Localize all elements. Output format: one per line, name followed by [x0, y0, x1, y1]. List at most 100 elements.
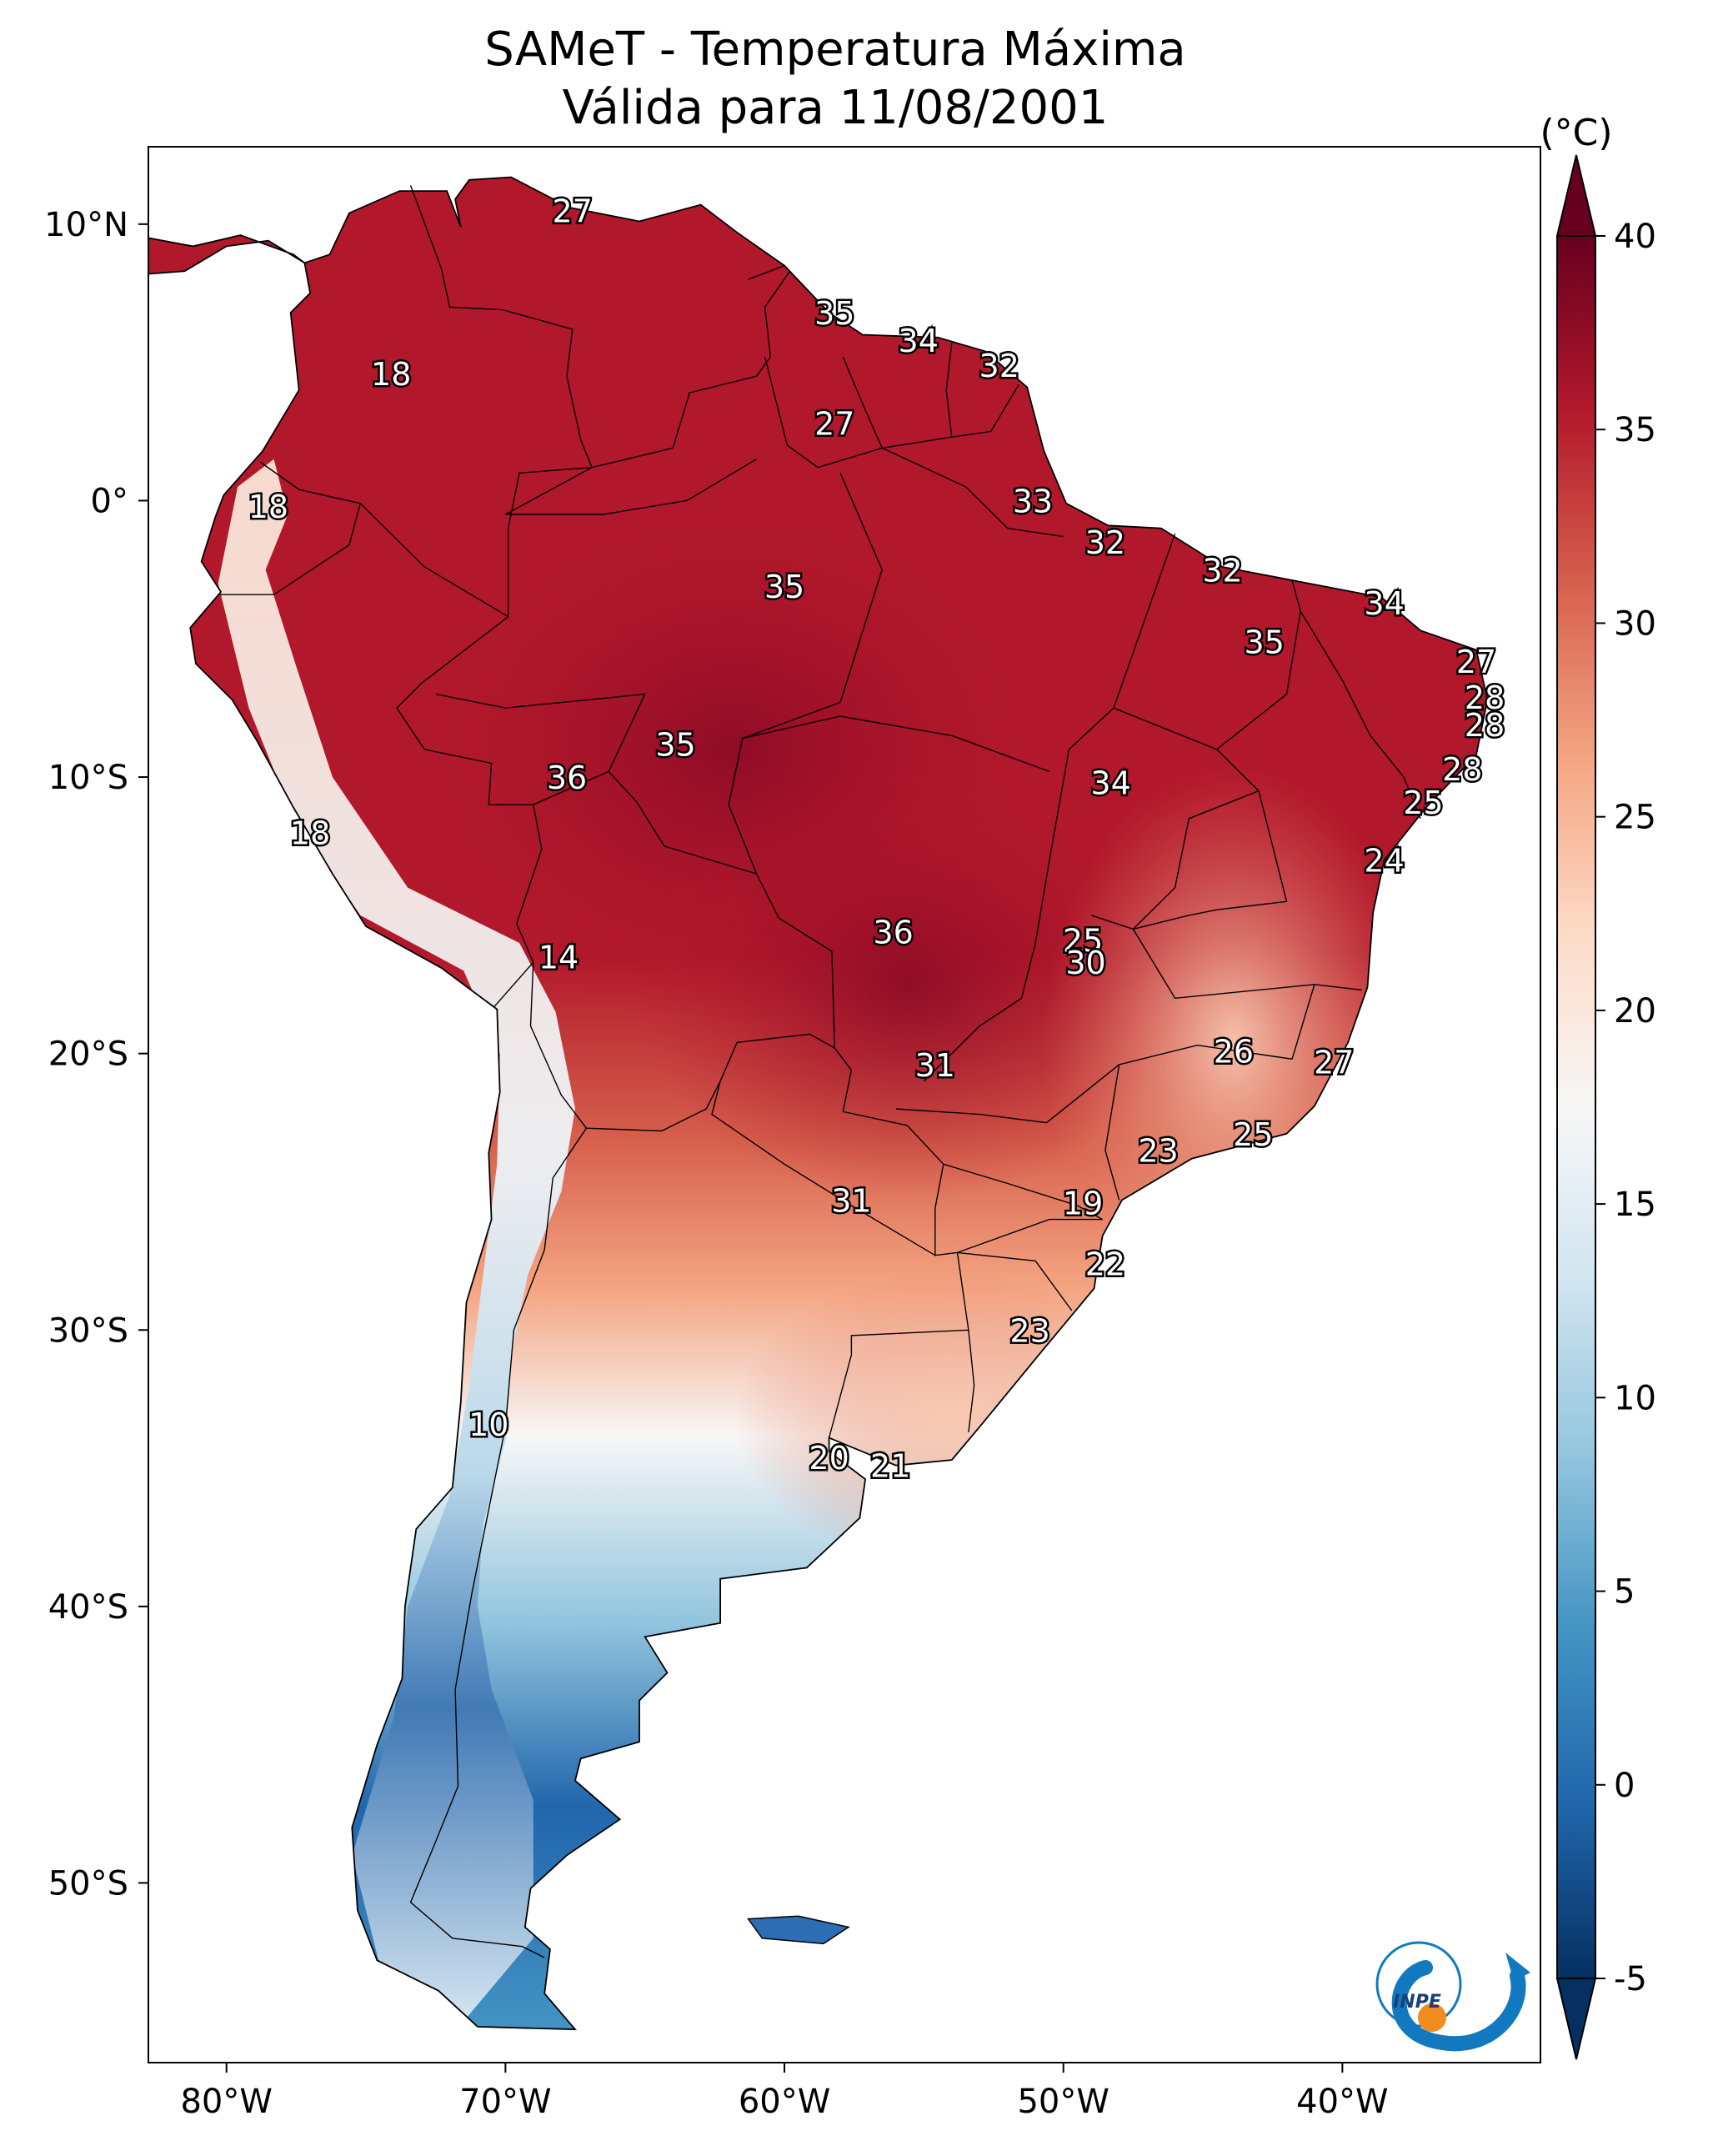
colorbar-tick-label: -5	[1614, 1960, 1647, 1998]
x-tick-label: 50°W	[1017, 2083, 1109, 2121]
border-line	[957, 1251, 1073, 1311]
colorbar-gradient	[1556, 235, 1596, 1979]
city-temperature-label: 30	[1065, 945, 1105, 981]
colorbar-tick-label: 30	[1614, 604, 1656, 643]
logo-text: INPE	[1393, 1992, 1441, 2013]
border-line	[409, 185, 593, 468]
border-line	[728, 715, 1050, 875]
x-tick-label: 60°W	[739, 2083, 830, 2121]
border-line	[711, 1070, 944, 1256]
city-temperature-label: 36	[547, 760, 587, 796]
x-tick-label: 80°W	[180, 2083, 272, 2121]
border-line	[1216, 580, 1301, 750]
colorbar-extend-min	[1555, 1978, 1597, 2060]
border-line	[218, 503, 361, 595]
city-temperature-label: 27	[1456, 644, 1496, 680]
city-temperature-label: 19	[1063, 1186, 1103, 1222]
city-temperature-label: 25	[1233, 1116, 1273, 1153]
y-tick-label: 10°S	[48, 759, 128, 797]
city-temperature-label: 20	[809, 1440, 849, 1477]
colorbar-tick-label: 20	[1614, 992, 1656, 1030]
border-line	[742, 473, 883, 740]
coastline	[148, 176, 1489, 2031]
city-temperature-label: 31	[831, 1182, 871, 1219]
border-line	[409, 1127, 587, 1958]
city-temperature-label: 35	[764, 569, 804, 605]
logo-ring-icon	[1375, 1941, 1462, 2028]
country-borders	[218, 185, 1421, 1958]
colorbar-tick-label: 5	[1614, 1573, 1635, 1612]
border-line	[435, 693, 646, 772]
x-tick-label: 40°W	[1296, 2083, 1388, 2121]
border-line	[943, 1163, 1103, 1254]
city-temperature-label: 32	[1085, 524, 1125, 561]
city-temperature-label: 23	[1138, 1133, 1178, 1170]
y-tick-label: 50°S	[48, 1864, 128, 1903]
border-line	[895, 1044, 1293, 1124]
andes-cold-strip	[218, 459, 575, 2022]
figure-title-line1: SAMeT - Temperatura Máxima	[484, 23, 1186, 77]
border-line	[764, 356, 884, 469]
x-axis: 80°W 70°W 60°W 50°W 40°W	[180, 2063, 1389, 2121]
figure-title-line2: Válida para 11/08/2001	[563, 81, 1109, 135]
border-line	[882, 343, 953, 449]
y-axis: 10°N 0° 10°S 20°S 30°S 40°S 50°S	[44, 206, 148, 1903]
city-temperature-label: 33	[1013, 484, 1053, 520]
city-temperature-label: 28	[1465, 679, 1505, 716]
colorbar-extend-max	[1555, 154, 1597, 237]
y-tick-label: 10°N	[44, 206, 128, 244]
city-temperature-label: 25	[1063, 923, 1103, 960]
city-temperature-label: 10	[468, 1406, 508, 1443]
border-line	[881, 447, 1064, 538]
city-temperature-label: 24	[1364, 843, 1404, 880]
border-line	[1104, 1064, 1120, 1201]
colorbar-tick-label: 0	[1614, 1767, 1635, 1805]
colorbar-tick-label: 15	[1614, 1186, 1656, 1224]
border-line	[968, 1330, 975, 1432]
logo-arrow-icon	[1505, 1953, 1530, 1981]
city-temperature-label: 25	[1403, 785, 1443, 821]
city-temperature-label: 27	[1314, 1045, 1354, 1081]
falkland-islands	[747, 1915, 850, 1945]
colorbar-tick-label: 25	[1614, 799, 1656, 837]
map-frame	[148, 146, 1541, 2063]
city-temperature-label: 21	[870, 1448, 910, 1485]
inpe-logo: INPE	[1375, 1941, 1530, 2052]
border-line	[529, 962, 835, 1132]
colorbar: (°C) 40 35 30 25 20 15 10 5 0 -5	[1540, 112, 1656, 2060]
colorbar-unit-label: (°C)	[1540, 112, 1612, 154]
city-temperature-label: 27	[814, 406, 854, 443]
city-temperature-label: 36	[873, 915, 913, 951]
colorbar-tick-label: 35	[1614, 411, 1656, 449]
y-tick-label: 0°	[91, 482, 128, 520]
logo-swoosh-icon	[1391, 1960, 1526, 2052]
city-temperature-label: 35	[814, 295, 854, 332]
colorbar-tick-label: 10	[1614, 1379, 1656, 1417]
border-line	[1132, 790, 1362, 1000]
border-line	[748, 264, 785, 280]
y-tick-label: 20°S	[48, 1035, 128, 1074]
border-line	[259, 461, 593, 618]
colorbar-ticks: 40 35 30 25 20 15 10 5 0 -5	[1595, 218, 1656, 1998]
city-temperature-label: 31	[915, 1047, 955, 1084]
city-temperature-label: 34	[1364, 585, 1404, 622]
logo-sun-icon	[1418, 2003, 1446, 2032]
border-line	[395, 616, 543, 1007]
city-temperature-label: 26	[1214, 1033, 1254, 1070]
border-line	[591, 270, 791, 469]
city-temperature-label: 18	[248, 489, 288, 525]
city-temperature-label: 34	[1090, 765, 1130, 802]
city-temperature-label: 23	[1009, 1312, 1049, 1349]
city-temperature-label: 18	[371, 356, 411, 393]
city-temperature-label: 32	[1202, 552, 1242, 589]
border-line	[505, 459, 757, 515]
city-temperature-label: 22	[1085, 1246, 1125, 1283]
city-temperature-label: 28	[1465, 707, 1505, 744]
border-line	[951, 384, 1019, 438]
x-tick-label: 70°W	[459, 2083, 551, 2121]
border-line	[1291, 984, 1315, 1060]
city-temperature-label: 34	[899, 323, 939, 359]
border-line	[923, 533, 1176, 1082]
